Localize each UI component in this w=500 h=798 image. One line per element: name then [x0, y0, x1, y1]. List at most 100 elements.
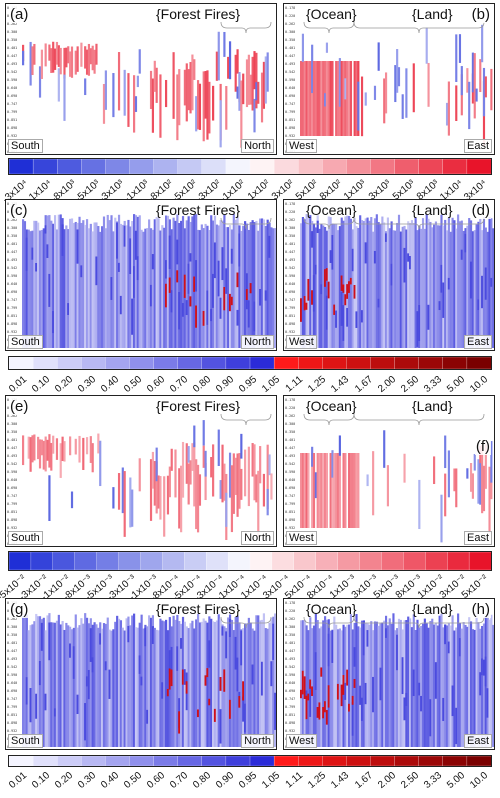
colorbar-swatch — [394, 159, 420, 174]
heatmap-positive-patch — [91, 443, 94, 473]
heatmap-column — [89, 618, 92, 747]
colorbar-tick-label: 0.40 — [99, 770, 122, 791]
heatmap-positive-patch — [93, 49, 96, 74]
heatmap-column — [181, 216, 185, 348]
heatmap-column — [138, 215, 141, 348]
heatmap-hotspot — [168, 277, 171, 293]
heatmap-positive-patch — [342, 61, 345, 136]
heatmap-column — [67, 229, 70, 348]
heatmap-g — [22, 613, 276, 747]
heatmap-column — [351, 629, 354, 747]
colorbar-swatch — [118, 552, 141, 570]
heatmap-hotspot — [324, 701, 327, 713]
heatmap-column — [316, 620, 319, 747]
y-tick-label: 0.932 — [285, 526, 296, 530]
heatmap-streak — [260, 661, 264, 696]
heatmap-streak — [44, 693, 47, 711]
y-tick-label: 0.493 — [7, 62, 18, 66]
heatmap-positive-patch — [191, 54, 194, 111]
heatmap-hotspot — [213, 708, 217, 722]
y-tick-label: 0.690 — [7, 486, 18, 490]
y-tick-label: 0.300 — [285, 226, 296, 230]
label-east: East — [463, 139, 492, 153]
heatmap-column — [31, 624, 34, 747]
heatmap-positive-patch — [257, 470, 260, 538]
colorbar-swatch — [227, 552, 251, 570]
heatmap-streak — [180, 638, 183, 649]
heatmap-positive-patch — [227, 56, 230, 79]
heatmap-column — [482, 623, 486, 747]
heatmap-column — [329, 217, 332, 348]
heatmap-column — [164, 215, 168, 348]
heatmap-column — [191, 620, 194, 747]
heatmap-column — [259, 218, 262, 348]
heatmap-column — [87, 228, 91, 348]
heatmap-column — [195, 619, 198, 747]
heatmap-column — [149, 617, 153, 747]
heatmap-column — [383, 620, 386, 747]
heatmap-positive-patch — [50, 442, 53, 471]
y-tick-label: 0.178 — [285, 601, 296, 605]
y-tick-label: 0.447 — [7, 446, 18, 450]
heatmap-positive-patch — [249, 74, 252, 105]
heatmap-streak — [396, 634, 399, 671]
colorbar-swatch — [337, 552, 360, 570]
y-tick-label: 0.851 — [285, 510, 296, 514]
heatmap-column — [464, 228, 467, 348]
heatmap-column — [101, 628, 104, 747]
heatmap-positive-patch — [329, 453, 332, 528]
y-tick-label: 0.898 — [7, 126, 18, 130]
label-south: South — [8, 139, 43, 153]
heatmap-column — [468, 218, 471, 348]
y-tick-label: 0.690 — [7, 94, 18, 98]
heatmap-negative-patch — [268, 454, 271, 476]
colorbar-swatch — [129, 159, 155, 174]
heatmap-positive-patch — [78, 435, 81, 463]
heatmap-positive-patch — [335, 453, 338, 528]
heatmap-streak — [185, 300, 188, 316]
heatmap-column — [412, 222, 415, 348]
heatmap-hotspot — [164, 283, 168, 308]
heatmap-column — [242, 225, 245, 348]
heatmap-column — [318, 628, 321, 747]
heatmap-column — [240, 629, 243, 747]
heatmap-column — [346, 215, 349, 348]
heatmap-column — [309, 215, 312, 348]
heatmap-positive-patch — [301, 61, 304, 136]
y-tick-label: 0.350 — [7, 234, 18, 238]
heatmap-streak — [346, 307, 349, 327]
heatmap-column — [221, 624, 224, 747]
heatmap-streak — [479, 672, 482, 696]
colorbar-swatch — [442, 159, 468, 174]
heatmap-streak — [481, 275, 484, 309]
colorbar-swatch — [466, 159, 491, 174]
heatmap-column — [225, 627, 228, 747]
colorbar-swatch — [249, 357, 275, 369]
heatmap-column — [370, 621, 373, 747]
panel-label-f: (f) — [474, 438, 491, 455]
heatmap-streak — [53, 708, 57, 717]
colorbar-swatch — [153, 357, 179, 369]
heatmap-column — [375, 621, 378, 747]
heatmap-negative-patch — [344, 78, 347, 100]
colorbar-swatch — [403, 552, 426, 570]
heatmap-streak — [25, 237, 28, 271]
colorbar-swatch — [32, 756, 58, 766]
heatmap-column — [245, 623, 249, 747]
heatmap-panel-g: 0.1780.2200.2620.3000.3500.4010.4470.493… — [5, 598, 277, 750]
y-tick-label: 0.542 — [7, 462, 18, 466]
heatmap-streak — [353, 647, 356, 667]
y-tick-label: 0.590 — [285, 673, 296, 677]
heatmap-negative-patch — [383, 430, 386, 468]
label-west: West — [286, 335, 317, 349]
panel-label-g: (g) — [9, 601, 30, 618]
y-tick-label: 0.262 — [285, 414, 296, 418]
colorbar-tick-label: 0.80 — [191, 374, 214, 395]
heatmap-column — [215, 224, 218, 348]
y-tick-label: 0.898 — [285, 518, 296, 522]
heatmap-streak — [247, 300, 250, 328]
y-tick-label: 0.932 — [285, 134, 296, 138]
heatmap-column — [196, 229, 200, 348]
heatmap-streak — [482, 659, 486, 676]
colorbar-swatch — [9, 159, 34, 174]
